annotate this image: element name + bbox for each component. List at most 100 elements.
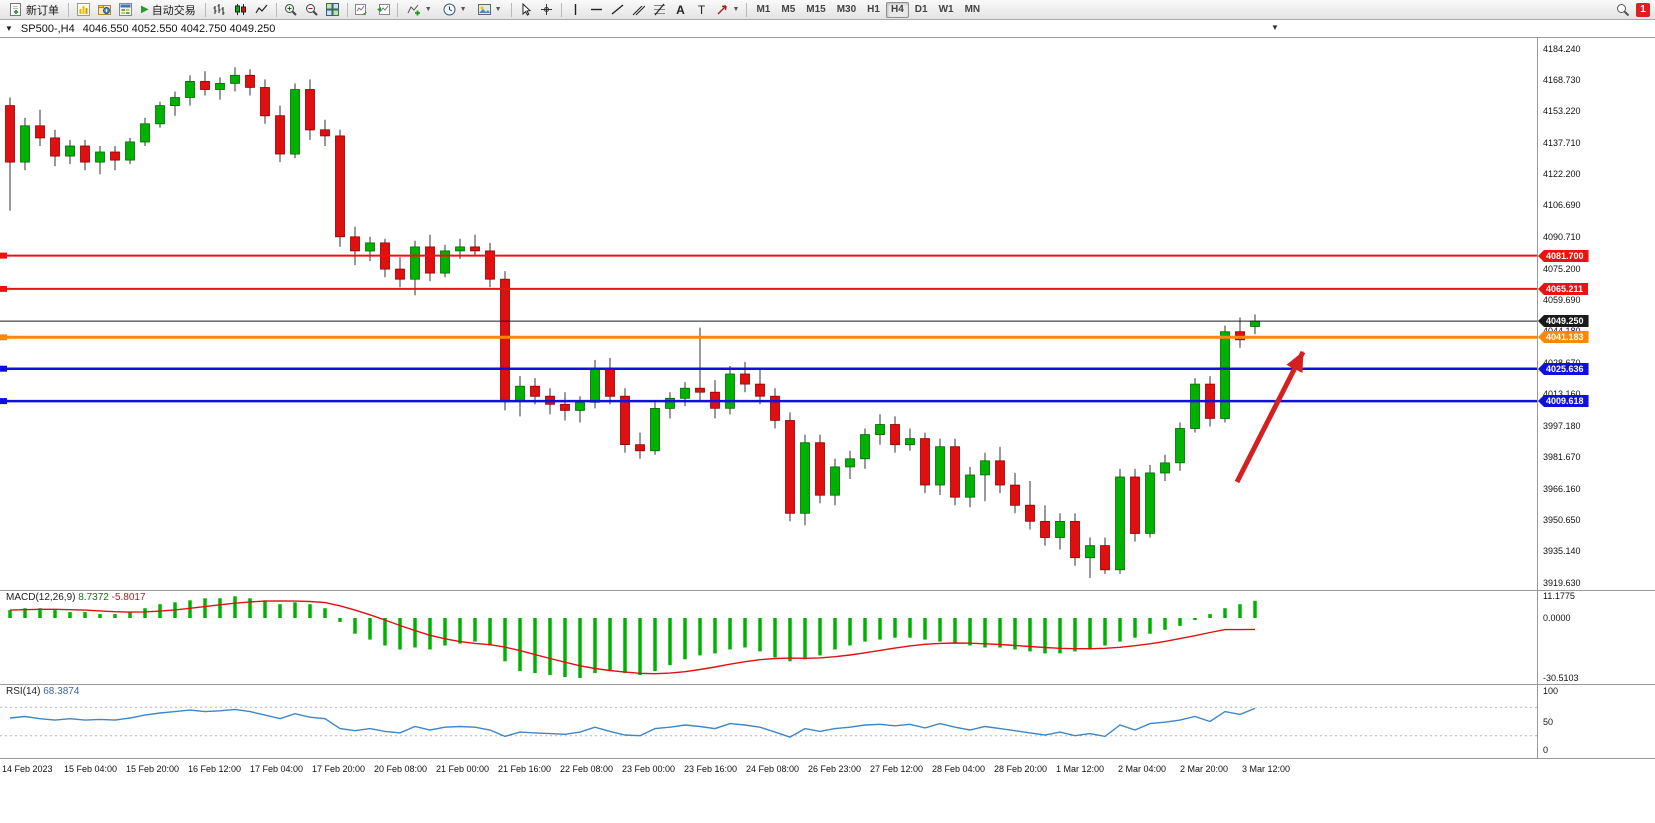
cursor-icon[interactable]: [516, 1, 536, 19]
terminal-icon[interactable]: [115, 1, 135, 19]
crosshair-icon[interactable]: [537, 1, 557, 19]
vertical-line-icon[interactable]: [566, 1, 586, 19]
rsi-value: 68.3874: [43, 686, 80, 697]
price-axis-label: 4090.710: [1543, 232, 1581, 242]
candlestick-chart-icon[interactable]: [231, 1, 251, 19]
notification-badge[interactable]: 1: [1636, 2, 1650, 17]
chart-shift-marker[interactable]: ▼: [1271, 23, 1279, 32]
time-axis-label: 21 Feb 16:00: [498, 764, 552, 774]
macd-signal-value: -5.8017: [111, 592, 146, 603]
chart-top-border: [0, 37, 1655, 38]
periods-button[interactable]: ▼: [438, 1, 472, 19]
time-axis-label: 24 Feb 08:00: [746, 764, 800, 774]
time-axis-label: 23 Feb 00:00: [622, 764, 676, 774]
tile-windows-icon[interactable]: [323, 1, 343, 19]
chart-dropdown-icon[interactable]: ▼: [5, 24, 13, 33]
time-axis-label: 17 Feb 04:00: [250, 764, 304, 774]
new-order-button[interactable]: 新订单: [3, 1, 64, 19]
price-tag: 4081.700: [1538, 250, 1589, 262]
price-axis-label: 3981.670: [1543, 452, 1581, 462]
panel-separator-macd[interactable]: [0, 590, 1655, 591]
time-axis-label: 27 Feb 12:00: [870, 764, 924, 774]
price-tag: 4041.183: [1538, 331, 1589, 343]
timeframe-h4[interactable]: H4: [885, 1, 909, 18]
time-axis-label: 17 Feb 20:00: [312, 764, 366, 774]
time-axis-label: 20 Feb 08:00: [374, 764, 428, 774]
toolbar-separator: [746, 2, 748, 17]
price-axis-label: 4137.710: [1543, 138, 1581, 148]
price-axis-label: 4059.690: [1543, 295, 1581, 305]
time-axis-label: 23 Feb 16:00: [684, 764, 738, 774]
time-axis-label: 15 Feb 04:00: [64, 764, 118, 774]
timeframe-w1[interactable]: W1: [938, 4, 954, 15]
timeframe-m1[interactable]: M1: [756, 4, 771, 15]
timeframe-h1[interactable]: H1: [867, 4, 880, 15]
arrow-tool-icon: [717, 5, 727, 15]
time-axis-border: [0, 758, 1655, 759]
price-axis-label: 4153.220: [1543, 106, 1581, 116]
text-icon[interactable]: A: [676, 2, 685, 17]
arrow-tool-button[interactable]: ▼: [713, 1, 743, 19]
chevron-down-icon: ▼: [732, 6, 740, 13]
price-axis-border: [1537, 37, 1538, 758]
toolbar-separator: [510, 2, 512, 17]
price-axis-label: 3935.140: [1543, 546, 1581, 556]
templates-button[interactable]: ▼: [473, 1, 507, 19]
periods-clock-icon: [443, 3, 456, 16]
time-axis-label: 21 Feb 00:00: [436, 764, 490, 774]
market-watch-icon[interactable]: [73, 1, 93, 19]
toolbar-separator: [204, 2, 206, 17]
price-axis[interactable]: 4184.240 4168.730 4153.220 4137.710 4122.200…: [1538, 37, 1655, 590]
timeframe-d1[interactable]: D1: [914, 4, 928, 15]
label-icon[interactable]: T: [697, 2, 706, 17]
price-axis-label: 3966.160: [1543, 484, 1581, 494]
price-tag: 4009.618: [1538, 395, 1589, 407]
main-chart-canvas[interactable]: [0, 37, 1537, 590]
bar-chart-icon[interactable]: [210, 1, 230, 19]
chevron-down-icon: ▼: [494, 6, 502, 13]
price-axis-label: 3997.180: [1543, 421, 1581, 431]
rsi-axis[interactable]: 100 50 0: [1538, 684, 1655, 758]
zoom-in-icon[interactable]: [281, 1, 301, 19]
time-axis-label: 28 Feb 04:00: [932, 764, 986, 774]
auto-scroll-icon[interactable]: [352, 1, 372, 19]
timeframe-mn[interactable]: MN: [964, 4, 981, 15]
navigator-icon[interactable]: [94, 1, 114, 19]
price-axis-label: 3950.650: [1543, 515, 1581, 525]
price-tag: 4049.250: [1538, 315, 1589, 327]
trendline-icon[interactable]: [608, 1, 628, 19]
time-axis-label: 14 Feb 2023: [2, 764, 53, 774]
rsi-canvas[interactable]: [0, 685, 1537, 758]
zoom-out-icon[interactable]: [302, 1, 322, 19]
rsi-axis-label: 50: [1543, 717, 1554, 727]
timeframe-m15[interactable]: M15: [806, 4, 826, 15]
auto-trading-label: 自动交易: [151, 4, 196, 17]
time-axis-label: 28 Feb 20:00: [994, 764, 1048, 774]
line-chart-icon[interactable]: [252, 1, 272, 19]
price-axis-label: 4184.240: [1543, 44, 1581, 54]
timeframe-m30[interactable]: M30: [836, 4, 857, 15]
channel-icon[interactable]: [629, 1, 649, 19]
macd-axis[interactable]: 11.1775 0.0000 -30.5103: [1538, 590, 1655, 684]
rsi-axis-label: 100: [1543, 686, 1559, 696]
autotrading-play-icon: ▶: [141, 3, 149, 15]
time-axis-label: 26 Feb 23:00: [808, 764, 862, 774]
panel-separator-rsi[interactable]: [0, 684, 1655, 685]
horizontal-line-icon[interactable]: [587, 1, 607, 19]
price-tag: 4025.636: [1538, 363, 1589, 375]
price-axis-label: 3919.630: [1543, 578, 1581, 588]
indicators-button[interactable]: ▼: [402, 1, 437, 19]
price-axis-label: 4168.730: [1543, 75, 1581, 85]
price-axis-label: 4106.690: [1543, 200, 1581, 210]
time-axis[interactable]: 14 Feb 2023 15 Feb 04:00 15 Feb 20:00 16 Fe…: [0, 759, 1537, 780]
timeframe-m5[interactable]: M5: [781, 4, 796, 15]
toolbar-separator: [275, 2, 277, 17]
macd-canvas[interactable]: [0, 591, 1537, 684]
chevron-down-icon: ▼: [459, 6, 467, 13]
search-icon[interactable]: [1613, 1, 1633, 19]
fibonacci-icon[interactable]: [650, 1, 670, 19]
macd-axis-label: -30.5103: [1543, 673, 1579, 683]
templates-icon: [477, 4, 491, 15]
chart-shift-icon[interactable]: [373, 1, 393, 19]
auto-trading-button[interactable]: ▶ 自动交易: [136, 1, 201, 19]
